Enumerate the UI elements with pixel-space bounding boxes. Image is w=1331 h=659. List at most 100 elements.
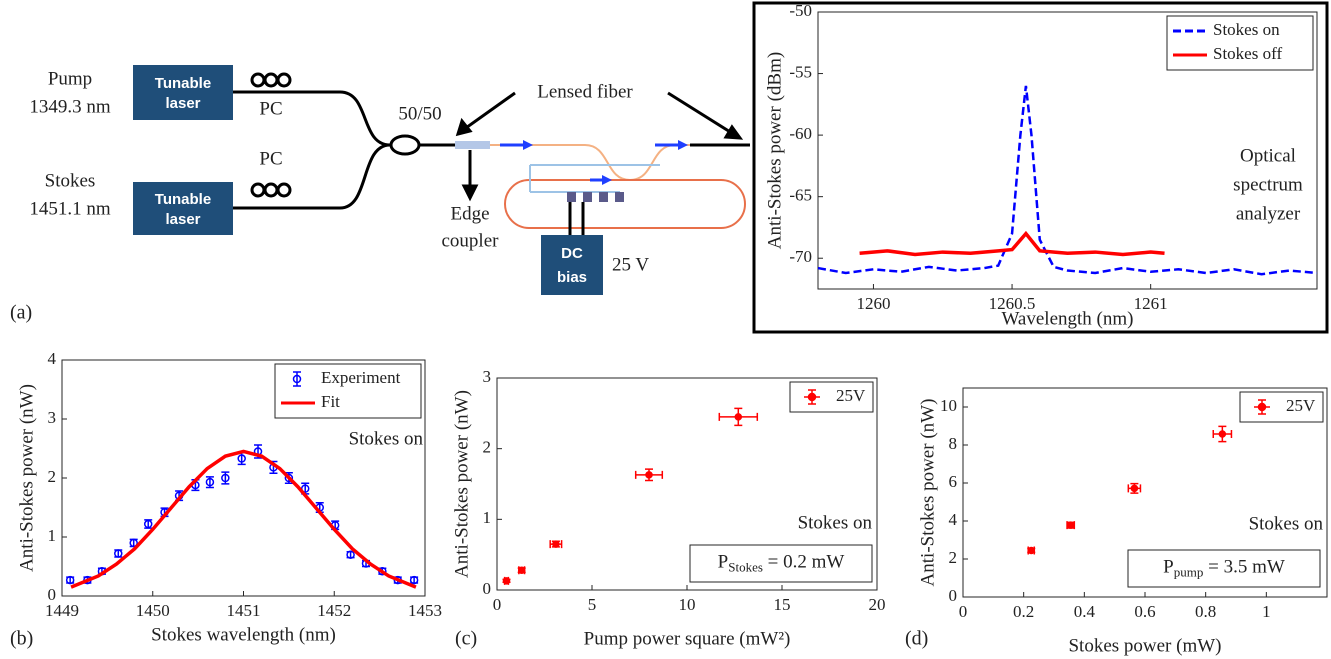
- plot-frame: [817, 11, 1318, 290]
- osa-label: Optical: [1240, 145, 1296, 166]
- legend-label: Stokes off: [1213, 44, 1282, 63]
- panel-label: (b): [10, 628, 33, 650]
- y-tick-label: -70: [789, 247, 812, 266]
- y-tick-label: 3: [483, 367, 492, 386]
- osa-label: analyzer: [1236, 203, 1301, 224]
- data-point: [552, 540, 560, 548]
- pump-wavelength: 1349.3 nm: [29, 96, 111, 117]
- y-tick-label: 1: [483, 508, 492, 527]
- y-tick-label: 0: [949, 586, 958, 605]
- lensed-fiber-label: Lensed fiber: [537, 81, 633, 102]
- data-point: [1218, 430, 1227, 438]
- annotation-text: PStokes = 0.2 mW: [718, 552, 845, 575]
- data-point: [1130, 484, 1139, 493]
- data-point: [734, 413, 743, 421]
- laser-box: [133, 182, 233, 235]
- x-tick-label: 1: [1262, 602, 1271, 621]
- y-tick-label: 1: [48, 526, 57, 545]
- setup-diagram: Pump 1349.3 nm Stokes 1451.1 nm Tunable …: [10, 1, 1329, 650]
- y-tick-label: 4: [48, 349, 57, 368]
- osa-label: spectrum: [1233, 174, 1303, 195]
- y-tick-label: -60: [789, 124, 812, 143]
- x-tick-label: 1452: [317, 601, 351, 620]
- x-tick-label: 1450: [136, 601, 170, 620]
- legend-label: 25V: [1286, 396, 1316, 415]
- data-point: [1027, 546, 1035, 555]
- y-tick-label: 0: [48, 585, 57, 604]
- y-tick-label: 4: [949, 510, 958, 529]
- annotation-box: [1127, 549, 1321, 588]
- legend-box: [1239, 391, 1324, 423]
- legend-box: [789, 381, 874, 413]
- legend-marker: [807, 392, 817, 402]
- y-tick-label: -65: [789, 186, 812, 205]
- pc-label: PC: [259, 98, 282, 119]
- annotation: Stokes on: [349, 428, 424, 449]
- data-point: [221, 473, 230, 483]
- splitter-label: 50/50: [398, 103, 441, 124]
- y-tick-label: 10: [940, 396, 957, 415]
- x-tick-label: 1261: [1134, 294, 1168, 313]
- legend-label: Experiment: [321, 368, 401, 387]
- annotation-value: = 0.2 mW: [763, 552, 844, 573]
- y-axis-label: Anti-Stokes power (nW): [16, 384, 37, 572]
- dc-label: bias: [557, 269, 587, 286]
- x-tick-label: 0.6: [1134, 602, 1155, 621]
- symbol: P: [718, 552, 729, 573]
- dc-label: DC: [561, 245, 583, 262]
- subscript: Stokes: [728, 559, 763, 574]
- x-tick-label: 0: [493, 595, 502, 614]
- y-tick-label: 2: [48, 467, 57, 486]
- edge-coupler: [455, 141, 490, 149]
- y-tick-label: 3: [48, 408, 57, 427]
- legend-label: 25V: [836, 386, 866, 405]
- data-point: [65, 575, 75, 585]
- symbol: P: [1163, 557, 1174, 578]
- x-tick-label: 0: [959, 602, 968, 621]
- x-axis-label: Stokes power (mW): [1068, 635, 1221, 656]
- fibers: [233, 72, 750, 210]
- y-axis-label: Anti-Stokes power (dBm): [764, 52, 785, 249]
- annotation-box: [689, 544, 873, 583]
- pointer-arrows: [455, 91, 744, 202]
- x-tick-label: 5: [588, 595, 597, 614]
- data-point: [114, 549, 123, 558]
- legend-label: Stokes on: [1213, 20, 1280, 39]
- data-point: [409, 575, 419, 585]
- annotation-text: Ppump = 3.5 mW: [1163, 557, 1285, 580]
- laser-label: laser: [165, 211, 200, 228]
- data-point: [645, 471, 653, 479]
- chart: 0 5 10 15 20 0 1 2 3 Pump power square (mW²) Anti-…: [451, 367, 885, 649]
- annotation-value: = 3.5 mW: [1203, 557, 1284, 578]
- panel-label: (a): [10, 302, 32, 324]
- panel-label: (d): [905, 628, 928, 650]
- stokes-label: Stokes: [45, 170, 96, 191]
- data-point: [237, 454, 246, 463]
- y-tick-label: -55: [789, 62, 812, 81]
- laser-box: [133, 65, 233, 120]
- waveguide: [490, 144, 690, 182]
- y-tick-label: -50: [789, 1, 812, 20]
- osa-frame: [752, 1, 1329, 334]
- data-point: [143, 519, 153, 529]
- y-tick-label: 0: [483, 579, 492, 598]
- laser-label: Tunable: [155, 191, 211, 208]
- annotation: Stokes on: [1249, 513, 1324, 534]
- data-point: [1066, 521, 1075, 529]
- edge-coupler-label: Edge: [450, 203, 489, 224]
- legend-swatch: [293, 371, 301, 387]
- data-point: [346, 550, 355, 559]
- x-tick-label: 1451: [227, 601, 261, 620]
- series-line: [859, 230, 1165, 257]
- x-axis-label: Wavelength (nm): [1002, 308, 1134, 329]
- x-tick-label: 1449: [45, 601, 79, 620]
- legend-box: [274, 363, 422, 419]
- data-point: [129, 538, 138, 548]
- bias-wires: [568, 202, 585, 240]
- x-tick-label: 0.4: [1074, 602, 1096, 621]
- series-line: [817, 85, 1318, 276]
- y-axis-label: Anti-Stokes power (nW): [451, 390, 472, 578]
- pump-label: Pump: [48, 68, 92, 89]
- x-axis-label: Pump power square (mW²): [584, 628, 791, 649]
